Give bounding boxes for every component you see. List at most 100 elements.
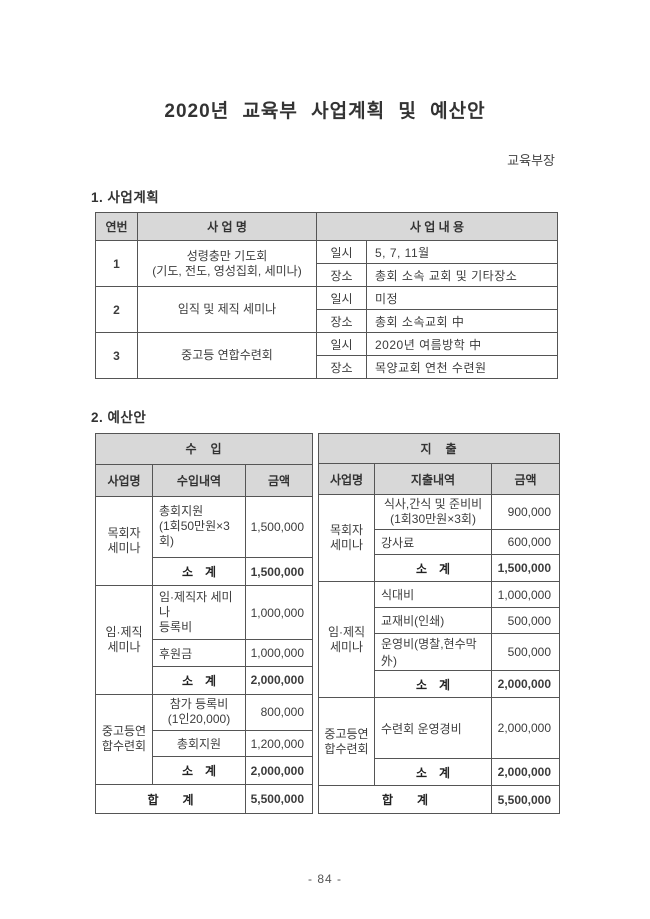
subtotal-row: 소 계 2,000,000 [96, 756, 314, 786]
plan-header-name: 사 업 명 [137, 212, 317, 241]
income-group-2-subtotal: 2,000,000 [244, 666, 314, 695]
income-group-2-name: 임·제직 세미나 [95, 584, 153, 695]
expense-item-amount: 900,000 [491, 494, 561, 530]
expense-group-1-subtotal: 1,500,000 [491, 554, 561, 582]
page-number: - 84 - [307, 872, 342, 886]
income-table: 수 입 사업명 수입내역 금액 목회자 세미나 총회지원 (1회50만원×3회)… [94, 433, 314, 814]
subtotal-row: 소 계 2,000,000 [319, 758, 561, 786]
subtotal-label: 소 계 [374, 758, 493, 786]
section-1-label: 1. 사업계획 [91, 190, 160, 205]
subtotal-label: 소 계 [374, 554, 493, 582]
subtotal-label: 소 계 [374, 670, 493, 698]
income-total-amount: 5,500,000 [244, 784, 314, 814]
income-title: 수 입 [94, 433, 314, 465]
plan-row-3-place: 목양교회 연천 수련원 [365, 355, 559, 379]
income-item-amount: 1,500,000 [244, 495, 314, 559]
plan-row-1-no: 1 [95, 240, 138, 287]
income-header-row: 사업명 수입내역 금액 [95, 463, 314, 497]
table-row: 2 임직 및 제직 세미나 일시 미정 [95, 286, 559, 333]
income-item-desc: 임·제직자 세미나 등록비 [152, 584, 246, 641]
income-item-amount: 1,200,000 [244, 729, 314, 758]
plan-row-3-name: 중고등 연합수련회 [137, 332, 317, 379]
income-item-desc: 후원금 [152, 639, 246, 668]
expense-group-3-name: 중고등연 합수련회 [318, 697, 376, 786]
expense-item-amount: 2,000,000 [491, 697, 561, 759]
income-group-1-name: 목회자 세미나 [95, 495, 153, 586]
subtotal-label: 소 계 [152, 756, 246, 786]
plan-header-no: 연번 [95, 212, 138, 241]
table-row: 목회자 세미나 식사,간식 및 준비비 (1회30만원×3회) 900,000 [318, 494, 561, 582]
subtotal-row: 소 계 2,000,000 [96, 666, 314, 695]
expense-header-row: 사업명 지출내역 금액 [318, 463, 561, 495]
expense-table: 지 출 사업명 지출내역 금액 목회자 세미나 식사,간식 및 준비비 (1회3… [318, 433, 561, 814]
expense-item-desc: 식사,간식 및 준비비 (1회30만원×3회) [374, 494, 493, 530]
income-header-detail: 수입내역 [152, 463, 246, 497]
income-group-3-name: 중고등연 합수련회 [95, 693, 153, 786]
income-item-desc: 총회지원 [152, 729, 246, 758]
plan-row-2-name: 임직 및 제직 세미나 [137, 286, 317, 333]
table-row: 중고등연 합수련회 수련회 운영경비 2,000,000 [318, 697, 561, 786]
expense-group-1-name: 목회자 세미나 [318, 494, 376, 582]
place-label: 장소 [316, 355, 367, 379]
expense-total-amount: 5,500,000 [491, 785, 561, 814]
plan-row-2-date: 미정 [365, 286, 559, 310]
total-label: 합 계 [95, 784, 246, 814]
page-title: 2020년 교육부 사업계획 및 예산안 [164, 101, 486, 122]
plan-header-row: 연번 사 업 명 사 업 내 용 [95, 212, 559, 241]
business-plan-table: 연번 사 업 명 사 업 내 용 1 성령충만 기도회 (기도, 전도, 영성집… [95, 212, 559, 379]
income-group-3-subtotal: 2,000,000 [244, 756, 314, 786]
table-row: 장소 총회 소속교회 中 [96, 309, 559, 333]
expense-group-2-subtotal: 2,000,000 [491, 670, 561, 698]
expense-item-amount: 600,000 [491, 529, 561, 555]
expense-header-detail: 지출내역 [374, 463, 493, 495]
section-2-label: 2. 예산안 [91, 410, 147, 425]
table-row: 목회자 세미나 총회지원 (1회50만원×3회) 1,500,000 [95, 495, 314, 586]
plan-row-2-place: 총회 소속교회 中 [365, 309, 559, 333]
expense-item-desc: 교재비(인쇄) [374, 607, 493, 634]
expense-header-amount: 금액 [491, 463, 561, 495]
expense-title: 지 출 [318, 433, 561, 464]
plan-header-content: 사 업 내 용 [315, 212, 559, 241]
date-label: 일시 [316, 240, 367, 264]
income-item-amount: 1,000,000 [244, 639, 314, 668]
date-label: 일시 [316, 332, 367, 356]
expense-item-amount: 500,000 [491, 633, 561, 671]
expense-header-name: 사업명 [318, 463, 376, 495]
expense-group-3-subtotal: 2,000,000 [491, 758, 561, 786]
income-group-1-subtotal: 1,500,000 [244, 557, 314, 586]
expense-item-desc: 식대비 [374, 581, 493, 608]
date-label: 일시 [316, 286, 367, 310]
table-row: 임·제직 세미나 임·제직자 세미나 등록비 1,000,000 [95, 584, 314, 695]
author-label: 교육부장 [507, 153, 555, 168]
table-row: 1 성령충만 기도회 (기도, 전도, 영성집회, 세미나) 일시 5, 7, … [95, 240, 559, 287]
expense-group-2-name: 임·제직 세미나 [318, 581, 376, 698]
expense-item-amount: 500,000 [491, 607, 561, 634]
plan-row-3-date: 2020년 여름방학 中 [365, 332, 559, 356]
plan-row-3-no: 3 [95, 332, 138, 379]
income-total-row: 합 계 5,500,000 [95, 784, 314, 814]
subtotal-row: 소 계 1,500,000 [96, 557, 314, 586]
expense-item-desc: 수련회 운영경비 [374, 697, 493, 759]
budget-tables: 수 입 사업명 수입내역 금액 목회자 세미나 총회지원 (1회50만원×3회)… [94, 433, 650, 814]
table-row: 임·제직 세미나 식대비 1,000,000 [318, 581, 561, 698]
income-item-desc: 총회지원 (1회50만원×3회) [152, 495, 246, 559]
income-item-amount: 800,000 [244, 693, 314, 731]
subtotal-label: 소 계 [152, 557, 246, 586]
table-row: 후원금 1,000,000 [96, 639, 314, 668]
table-row: 중고등연 합수련회 참가 등록비 (1인20,000) 800,000 [95, 693, 314, 786]
plan-row-1-place: 총회 소속 교회 및 기타장소 [365, 263, 559, 287]
expense-title-row: 지 출 [318, 433, 561, 464]
income-item-desc: 참가 등록비 (1인20,000) [152, 693, 246, 731]
expense-item-desc: 운영비(명찰,현수막外) [374, 633, 493, 671]
table-row: 장소 목양교회 연천 수련원 [96, 355, 559, 379]
income-title-row: 수 입 [94, 433, 314, 465]
table-row: 교재비(인쇄) 500,000 [319, 607, 561, 634]
table-row: 3 중고등 연합수련회 일시 2020년 여름방학 中 [95, 332, 559, 379]
plan-row-2-no: 2 [95, 286, 138, 333]
expense-total-row: 합 계 5,500,000 [318, 785, 561, 814]
table-row: 운영비(명찰,현수막外) 500,000 [319, 633, 561, 671]
place-label: 장소 [316, 309, 367, 333]
table-row: 강사료 600,000 [319, 529, 561, 555]
income-header-amount: 금액 [244, 463, 314, 497]
table-row: 장소 총회 소속 교회 및 기타장소 [96, 263, 559, 287]
